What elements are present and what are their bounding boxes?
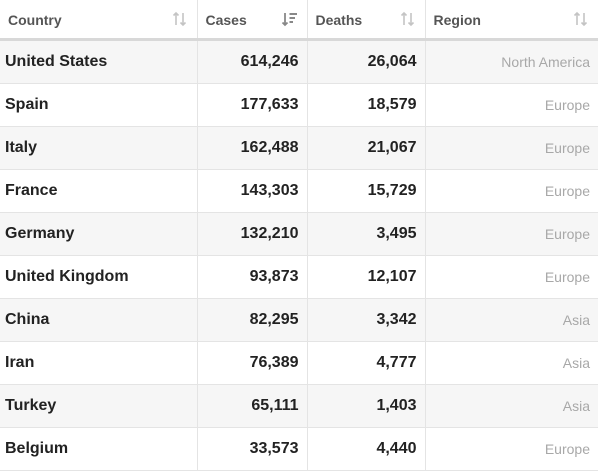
- header-row: Country Cases: [0, 0, 598, 41]
- cell-cases: 162,488: [197, 126, 308, 170]
- table-row: Germany 132,210 3,495 Europe: [0, 212, 598, 256]
- cell-cases: 132,210: [197, 212, 308, 256]
- cell-country: Germany: [0, 212, 198, 256]
- cell-country: China: [0, 298, 198, 342]
- sort-unsorted-icon[interactable]: [572, 10, 590, 28]
- cell-country: Turkey: [0, 384, 198, 428]
- cell-region: North America: [425, 39, 598, 84]
- cell-cases: 93,873: [197, 255, 308, 299]
- cell-region: Europe: [425, 126, 598, 170]
- cell-deaths: 12,107: [307, 255, 426, 299]
- cell-deaths: 15,729: [307, 169, 426, 213]
- cell-cases: 65,111: [197, 384, 308, 428]
- cell-country: United Kingdom: [0, 255, 198, 299]
- cell-region: Europe: [425, 212, 598, 256]
- cell-deaths: 4,777: [307, 341, 426, 385]
- column-header-label: Country: [8, 11, 62, 28]
- sort-descending-icon[interactable]: [281, 10, 299, 28]
- cell-deaths: 26,064: [307, 39, 426, 84]
- cell-country: United States: [0, 39, 198, 84]
- cell-cases: 177,633: [197, 83, 308, 127]
- column-header-deaths[interactable]: Deaths: [307, 0, 426, 41]
- sort-unsorted-icon[interactable]: [399, 10, 417, 28]
- cell-deaths: 21,067: [307, 126, 426, 170]
- cell-region: Asia: [425, 384, 598, 428]
- cell-region: Europe: [425, 255, 598, 299]
- cell-cases: 33,573: [197, 427, 308, 471]
- cell-deaths: 1,403: [307, 384, 426, 428]
- cell-country: Italy: [0, 126, 198, 170]
- cell-deaths: 3,342: [307, 298, 426, 342]
- table-row: China 82,295 3,342 Asia: [0, 298, 598, 342]
- cell-deaths: 18,579: [307, 83, 426, 127]
- table-row: Iran 76,389 4,777 Asia: [0, 341, 598, 385]
- cell-country: Iran: [0, 341, 198, 385]
- column-header-cases[interactable]: Cases: [197, 0, 308, 41]
- column-header-label: Deaths: [315, 11, 363, 28]
- table-row: Belgium 33,573 4,440 Europe: [0, 427, 598, 471]
- cell-country: Spain: [0, 83, 198, 127]
- cell-deaths: 3,495: [307, 212, 426, 256]
- column-header-country[interactable]: Country: [0, 0, 198, 41]
- cell-country: Belgium: [0, 427, 198, 471]
- cell-cases: 143,303: [197, 169, 308, 213]
- column-header-label: Cases: [205, 11, 247, 28]
- table-row: United Kingdom 93,873 12,107 Europe: [0, 255, 598, 299]
- cell-region: Europe: [425, 83, 598, 127]
- cell-cases: 614,246: [197, 39, 308, 84]
- table-row: France 143,303 15,729 Europe: [0, 169, 598, 213]
- cell-region: Europe: [425, 169, 598, 213]
- table-row: Turkey 65,111 1,403 Asia: [0, 384, 598, 428]
- cell-region: Asia: [425, 298, 598, 342]
- table-row: Italy 162,488 21,067 Europe: [0, 126, 598, 170]
- table-row: United States 614,246 26,064 North Ameri…: [0, 39, 598, 84]
- cell-cases: 82,295: [197, 298, 308, 342]
- cell-cases: 76,389: [197, 341, 308, 385]
- cell-country: France: [0, 169, 198, 213]
- table-row: Spain 177,633 18,579 Europe: [0, 83, 598, 127]
- cell-region: Europe: [425, 427, 598, 471]
- cell-region: Asia: [425, 341, 598, 385]
- column-header-region[interactable]: Region: [425, 0, 598, 41]
- column-header-label: Region: [433, 11, 481, 28]
- cell-deaths: 4,440: [307, 427, 426, 471]
- sort-unsorted-icon[interactable]: [171, 10, 189, 28]
